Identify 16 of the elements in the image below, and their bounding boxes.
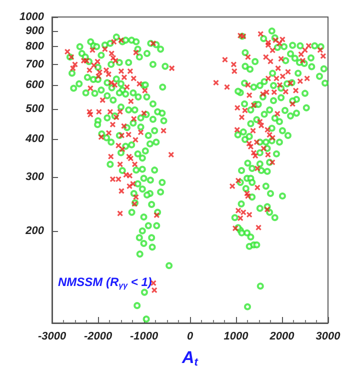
y-tick-label: 400 [24, 132, 45, 145]
y-tick-label: 900 [26, 25, 45, 37]
x-tick-label: 1000 [224, 330, 250, 342]
x-tick-label: -3000 [38, 330, 67, 342]
y-tick-label: 700 [26, 58, 45, 70]
y-tick-label: 1000 [20, 11, 45, 23]
x-tick-label: 3000 [316, 330, 342, 342]
y-tick-label: 300 [26, 171, 45, 183]
x-tick-label: 0 [186, 330, 194, 342]
y-tick-label: 600 [26, 78, 45, 91]
x-tick-label: -2000 [84, 330, 113, 342]
y-tick-label: 200 [24, 224, 45, 237]
y-tick-label: 500 [26, 103, 45, 116]
x-tick-label: -1000 [130, 330, 159, 342]
y-tick-label: 800 [26, 40, 45, 53]
x-tick-label: 2000 [268, 330, 296, 342]
